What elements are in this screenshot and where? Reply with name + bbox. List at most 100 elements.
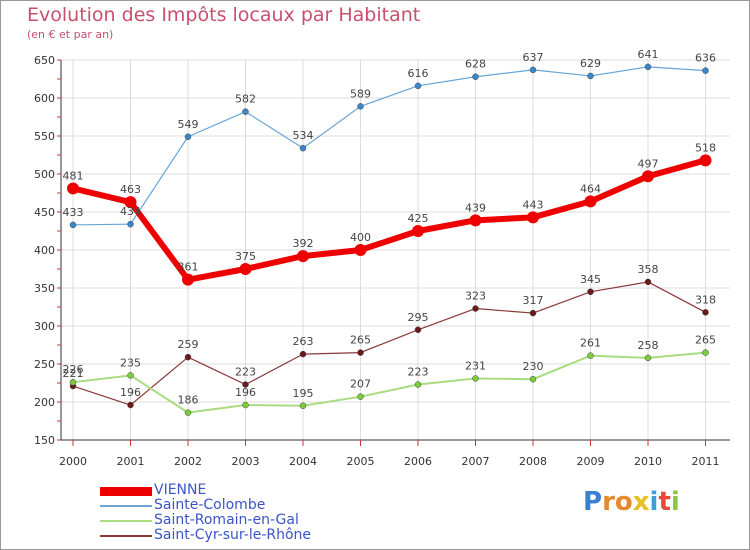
data-label: 400 (350, 231, 371, 244)
data-label: 323 (465, 290, 486, 303)
data-point (299, 402, 307, 410)
data-point (299, 144, 307, 152)
data-point (527, 211, 539, 224)
data-point (357, 349, 364, 356)
data-label: 629 (580, 57, 601, 70)
series-line-0 (72, 157, 707, 283)
data-label: 497 (638, 157, 659, 170)
x-tick-label: 2010 (634, 455, 662, 468)
data-point (354, 244, 367, 256)
data-label: 439 (465, 201, 486, 214)
data-point (184, 133, 192, 141)
data-point (67, 182, 79, 195)
logo-letter-4: i (649, 487, 659, 517)
data-label: 443 (523, 198, 544, 211)
x-tick-label: 2003 (232, 455, 260, 468)
y-tick-label: 450 (34, 206, 55, 219)
data-point (644, 354, 652, 362)
y-tick-label: 400 (34, 244, 55, 257)
data-point (239, 263, 252, 275)
data-point (469, 214, 482, 227)
data-label: 534 (293, 129, 314, 142)
data-point (182, 273, 194, 286)
data-point (529, 66, 537, 74)
data-label: 637 (523, 51, 544, 64)
data-label: 345 (580, 273, 601, 286)
data-label: 433 (63, 206, 84, 219)
data-label: 361 (178, 261, 199, 274)
data-label: 207 (350, 378, 371, 391)
data-point (184, 409, 192, 416)
data-point (529, 375, 537, 383)
logo-letter-6: i (670, 487, 680, 517)
legend-swatch-sainte-colombe (100, 505, 152, 507)
data-point (702, 309, 709, 316)
logo-letter-1: r (602, 487, 615, 517)
data-label: 392 (293, 237, 314, 250)
data-point (472, 305, 479, 312)
data-point (357, 393, 364, 400)
data-point (472, 375, 479, 382)
data-label: 358 (638, 263, 659, 276)
data-point (699, 154, 712, 167)
data-label: 518 (695, 141, 716, 154)
legend-swatch-saint-cyr-sur-le-rhone (100, 535, 152, 537)
data-point (584, 195, 597, 208)
data-point (357, 103, 364, 110)
legend-swatch-vienne (100, 487, 152, 496)
data-label: 582 (235, 93, 256, 106)
y-tick-label: 200 (34, 396, 55, 409)
data-point (127, 220, 134, 228)
data-label: 196 (235, 386, 256, 399)
x-tick-label: 2001 (117, 455, 145, 468)
x-tick-label: 2007 (462, 455, 490, 468)
x-tick-label: 2009 (577, 455, 605, 468)
legend-swatch-saint-romain-en-gal (100, 520, 152, 522)
logo-letter-0: P (583, 487, 603, 517)
x-tick-label: 2004 (289, 455, 317, 468)
y-tick-label: 150 (34, 434, 55, 447)
data-label: 221 (63, 367, 84, 380)
data-label: 549 (178, 118, 199, 131)
data-label: 317 (523, 294, 544, 307)
data-label: 375 (235, 250, 256, 263)
x-tick-label: 2000 (59, 455, 87, 468)
logo-letter-2: o (614, 487, 633, 517)
data-point (529, 309, 537, 317)
proxiti-logo: Proxiti (583, 487, 680, 517)
data-point (127, 372, 134, 379)
x-tick-label: 2005 (347, 455, 375, 468)
data-label: 636 (695, 52, 716, 65)
y-tick-label: 600 (34, 92, 55, 105)
data-label: 265 (350, 334, 371, 347)
series-line-1 (72, 66, 706, 226)
legend-label-vienne: VIENNE (154, 482, 207, 498)
y-tick-label: 350 (34, 282, 55, 295)
data-label: 463 (120, 183, 141, 196)
data-point (242, 381, 249, 388)
data-label: 230 (523, 360, 544, 373)
data-point (642, 170, 654, 183)
data-point (69, 221, 77, 229)
data-point (412, 225, 424, 237)
data-point (587, 352, 594, 359)
data-label: 589 (350, 87, 371, 100)
y-tick-label: 650 (34, 54, 55, 67)
data-point (587, 72, 594, 80)
data-point (414, 82, 422, 90)
data-label: 481 (63, 169, 84, 182)
data-point (297, 250, 309, 263)
data-point (299, 350, 307, 358)
data-point (414, 381, 422, 388)
x-tick-label: 2006 (404, 455, 432, 468)
data-label: 641 (638, 48, 659, 61)
data-point (69, 378, 77, 386)
series-line-3 (72, 281, 706, 406)
y-tick-label: 550 (34, 130, 55, 143)
data-label: 259 (178, 338, 199, 351)
logo-letter-3: x (632, 487, 650, 517)
data-point (184, 353, 192, 361)
data-point (587, 288, 594, 296)
data-point (472, 73, 479, 80)
data-label: 223 (408, 366, 429, 379)
